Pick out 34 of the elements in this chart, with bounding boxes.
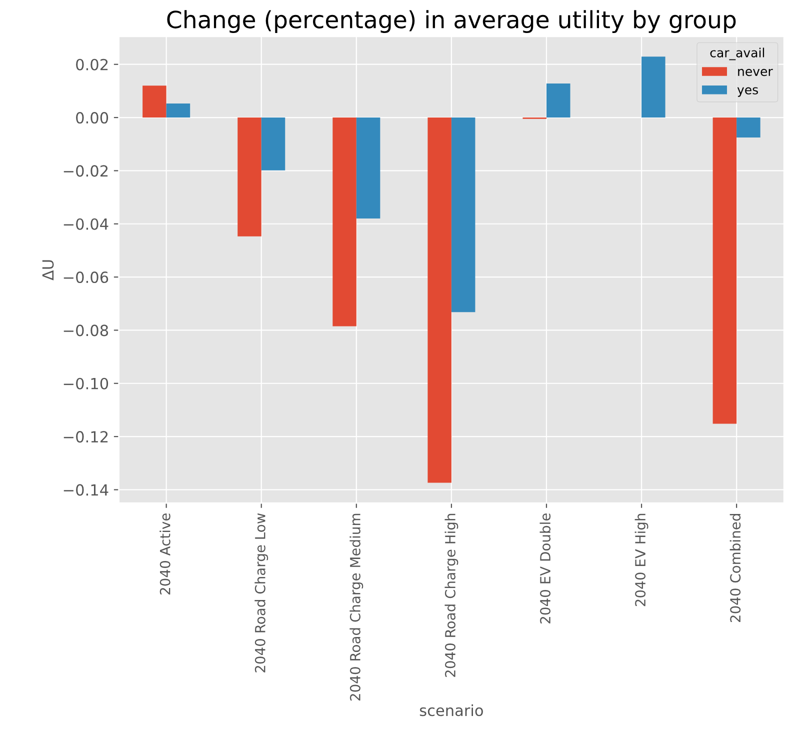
x-tick-label: 2040 EV Double (540, 513, 551, 624)
bar (428, 118, 452, 483)
bar (142, 86, 166, 118)
bar (736, 118, 760, 138)
x-tick-label: 2040 EV High (634, 514, 648, 606)
bar (356, 118, 380, 219)
x-tick-label: 2040 Road Charge Medium (350, 514, 364, 701)
y-tick-label: −0.04 (64, 218, 108, 230)
x-tick-label: 2040 Active (160, 513, 170, 594)
bar (546, 84, 570, 118)
legend-title: car_avail (710, 48, 764, 60)
bar (451, 118, 476, 312)
y-tick-label: −0.10 (64, 378, 108, 390)
y-axis-title: ΔU (42, 260, 54, 280)
y-tick-label: −0.08 (64, 324, 108, 336)
y-tick-label: 0.00 (76, 112, 108, 124)
x-tick-label: 2040 Road Charge Low (254, 513, 268, 672)
y-tick-label: 0.02 (76, 58, 108, 70)
y-tick-label: −0.02 (64, 165, 108, 177)
x-tick-label: 2040 Road Charge High (444, 514, 458, 677)
legend-label: yes (737, 87, 758, 97)
x-axis-title: scenario (420, 704, 483, 716)
y-tick-label: −0.06 (64, 272, 108, 284)
y-tick-label: −0.12 (64, 431, 108, 443)
bar (332, 118, 356, 326)
x-tick-label: 2040 Combined (730, 514, 741, 622)
chart-title: Change (percentage) in average utility by group (167, 10, 736, 34)
bar (642, 56, 666, 118)
bar (238, 118, 262, 236)
y-tick-label: −0.14 (64, 484, 108, 496)
bar (166, 103, 190, 118)
legend-label: never (738, 68, 773, 76)
bar (712, 118, 737, 424)
bar (261, 118, 286, 170)
